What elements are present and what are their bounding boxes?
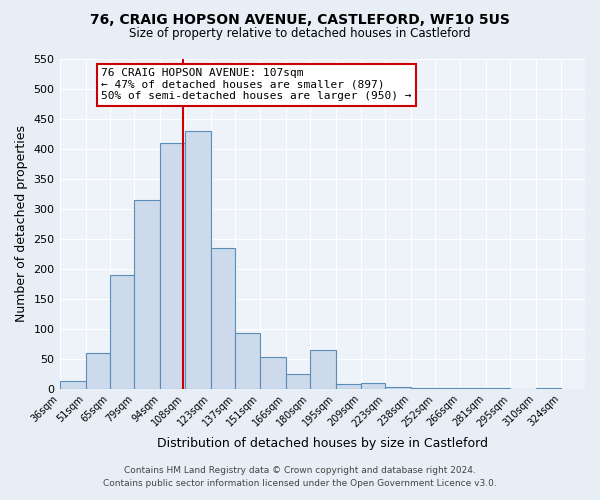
Bar	[110, 275, 134, 389]
Bar	[536, 388, 560, 389]
Bar	[385, 387, 411, 389]
Bar	[310, 350, 336, 389]
Bar	[160, 143, 185, 389]
Bar	[336, 384, 361, 389]
Text: 76 CRAIG HOPSON AVENUE: 107sqm
← 47% of detached houses are smaller (897)
50% of: 76 CRAIG HOPSON AVENUE: 107sqm ← 47% of …	[101, 68, 412, 101]
Bar	[460, 388, 486, 389]
Text: Size of property relative to detached houses in Castleford: Size of property relative to detached ho…	[129, 28, 471, 40]
Bar	[235, 333, 260, 389]
Bar	[211, 248, 235, 389]
Text: Contains HM Land Registry data © Crown copyright and database right 2024.
Contai: Contains HM Land Registry data © Crown c…	[103, 466, 497, 487]
Bar	[436, 388, 460, 389]
Bar	[59, 381, 86, 389]
Y-axis label: Number of detached properties: Number of detached properties	[15, 126, 28, 322]
Bar	[86, 353, 110, 389]
Bar	[286, 374, 310, 389]
X-axis label: Distribution of detached houses by size in Castleford: Distribution of detached houses by size …	[157, 437, 488, 450]
Bar	[486, 388, 510, 389]
Bar	[361, 383, 385, 389]
Bar	[134, 200, 160, 389]
Bar	[411, 388, 436, 389]
Bar	[260, 357, 286, 389]
Text: 76, CRAIG HOPSON AVENUE, CASTLEFORD, WF10 5US: 76, CRAIG HOPSON AVENUE, CASTLEFORD, WF1…	[90, 12, 510, 26]
Bar	[185, 131, 211, 389]
